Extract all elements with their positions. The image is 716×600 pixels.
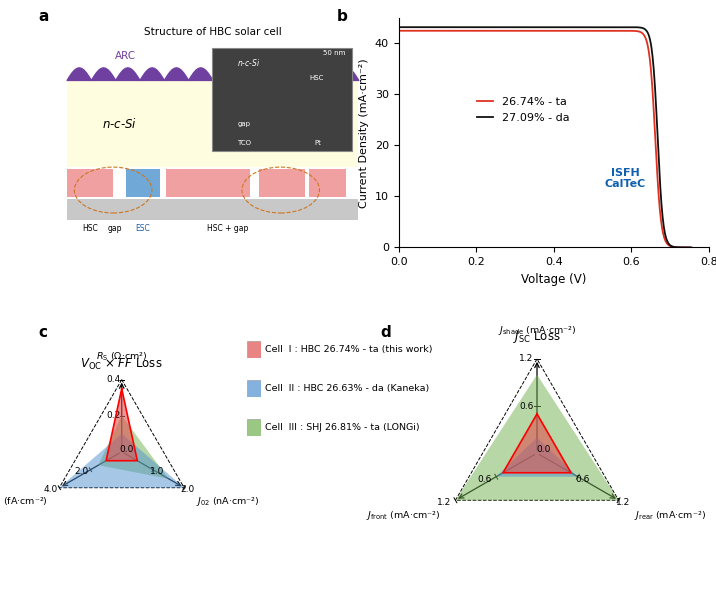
Bar [213, 48, 352, 151]
27.09% - da [533, 23, 542, 31]
Bar [67, 199, 358, 220]
Bar [67, 80, 358, 167]
Text: b: b [337, 9, 347, 24]
Text: Pt: Pt [314, 140, 321, 146]
26.74% - ta [534, 27, 543, 34]
Text: $J_{\mathrm{rear}}$ (mA·cm⁻²): $J_{\mathrm{rear}}$ (mA·cm⁻²) [634, 509, 706, 522]
Legend: 26.74% - ta, 27.09% - da: 26.74% - ta, 27.09% - da [473, 92, 574, 127]
Text: $n$-$c$-Si: $n$-$c$-Si [102, 116, 137, 131]
Text: $R_{\mathrm{S}}$ (Ω·cm²): $R_{\mathrm{S}}$ (Ω·cm²) [96, 350, 147, 363]
Text: Cell  I : HBC 26.74% - ta (this work): Cell I : HBC 26.74% - ta (this work) [265, 346, 432, 354]
Text: ESC: ESC [135, 224, 150, 233]
27.09% - da [395, 23, 403, 31]
Polygon shape [503, 414, 571, 473]
Text: $J_{\mathrm{shade}}$ (mA·cm⁻²): $J_{\mathrm{shade}}$ (mA·cm⁻²) [498, 324, 576, 337]
Bar [67, 169, 113, 197]
27.09% - da [680, 244, 689, 251]
27.09% - da [569, 23, 577, 31]
Polygon shape [98, 416, 168, 479]
26.74% - ta [678, 244, 687, 251]
Text: ARC: ARC [115, 51, 136, 61]
Text: 2.0: 2.0 [180, 485, 195, 494]
26.74% - ta [533, 27, 541, 34]
Text: d: d [380, 325, 391, 340]
27.09% - da [553, 23, 561, 31]
Text: HSC: HSC [310, 76, 324, 82]
26.74% - ta [685, 244, 694, 251]
Line: 26.74% - ta: 26.74% - ta [399, 31, 690, 247]
Text: $J_{\mathrm{front}}$ (mA·cm⁻²): $J_{\mathrm{front}}$ (mA·cm⁻²) [366, 509, 440, 522]
Polygon shape [496, 437, 578, 476]
Text: 1.2: 1.2 [616, 498, 631, 507]
Text: 0.6: 0.6 [576, 475, 590, 484]
Bar [166, 169, 213, 197]
Text: Structure of HBC solar cell: Structure of HBC solar cell [143, 27, 281, 37]
Text: 1.2: 1.2 [519, 355, 533, 364]
Bar [259, 169, 306, 197]
26.74% - ta [567, 27, 576, 34]
Text: 0.2: 0.2 [107, 411, 121, 420]
Text: $J_{\mathrm{SC}}$ Loss: $J_{\mathrm{SC}}$ Loss [513, 329, 561, 344]
26.74% - ta [633, 28, 642, 35]
27.09% - da [634, 24, 643, 31]
Bar [125, 169, 160, 197]
Text: 4.0: 4.0 [44, 485, 58, 494]
Text: 0.6: 0.6 [478, 475, 492, 484]
Text: HSC + gap: HSC + gap [207, 224, 248, 233]
Text: 0.0: 0.0 [120, 445, 134, 454]
Text: a: a [39, 9, 49, 24]
Text: HSC: HSC [82, 224, 97, 233]
Text: 0.0: 0.0 [536, 445, 551, 454]
Polygon shape [59, 434, 184, 488]
Line: 27.09% - da: 27.09% - da [399, 27, 692, 247]
27.09% - da [535, 23, 543, 31]
Text: gap: gap [107, 224, 122, 233]
Text: Cell  II : HBC 26.63% - da (Kaneka): Cell II : HBC 26.63% - da (Kaneka) [265, 385, 429, 394]
Text: 50 nm: 50 nm [324, 50, 346, 56]
Text: TCO: TCO [237, 140, 251, 146]
Text: $J_{02}$ (nA·cm⁻²): $J_{02}$ (nA·cm⁻²) [196, 494, 260, 508]
X-axis label: Voltage (V): Voltage (V) [521, 272, 586, 286]
Bar [309, 169, 346, 197]
Bar [213, 169, 250, 197]
Text: Cell  III : SHJ 26.81% - ta (LONGi): Cell III : SHJ 26.81% - ta (LONGi) [265, 424, 420, 432]
Text: gap: gap [237, 121, 250, 127]
Text: $V_{\mathrm{OC}}$ × $\mathit{FF}$ Loss: $V_{\mathrm{OC}}$ × $\mathit{FF}$ Loss [80, 356, 163, 371]
26.74% - ta [551, 27, 560, 34]
Text: 0.4: 0.4 [107, 375, 121, 384]
Text: 2.0: 2.0 [74, 467, 89, 476]
Text: 0.6: 0.6 [519, 401, 533, 410]
Text: $n$-$c$-Si: $n$-$c$-Si [237, 57, 261, 68]
Text: ISFH
CalTeC: ISFH CalTeC [604, 168, 646, 190]
Text: $J_{01}$ (fA·cm⁻²): $J_{01}$ (fA·cm⁻²) [0, 494, 47, 508]
27.09% - da [687, 244, 696, 251]
Polygon shape [455, 374, 619, 500]
Text: 1.2: 1.2 [437, 498, 451, 507]
Text: c: c [39, 325, 48, 340]
Y-axis label: Current Density (mA·cm⁻²): Current Density (mA·cm⁻²) [359, 58, 369, 208]
26.74% - ta [395, 27, 403, 34]
Polygon shape [106, 389, 137, 461]
Text: 1.0: 1.0 [150, 467, 164, 476]
